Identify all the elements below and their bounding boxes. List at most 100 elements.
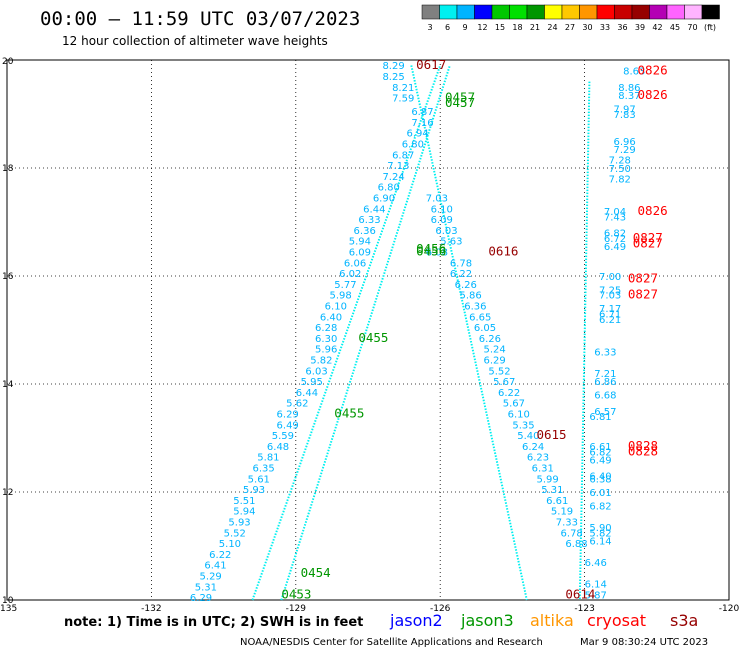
swh-label: 5.61 [248,474,270,485]
swh-label: 6.22 [209,550,231,561]
colorbar-label: 70 [687,23,697,32]
colorbar-label: 3 [427,23,432,32]
swh-label: 6.38 [589,474,611,485]
pass-time-label: 0616 [488,243,518,258]
colorbar-swatch [491,4,510,20]
swh-label: 6.08 [426,247,448,258]
pass-time-labels: 0617045704570826082608260827082708270827… [281,57,667,601]
swh-label: 6.44 [363,204,385,215]
colorbar-swatch [474,4,493,20]
swh-label: 5.62 [286,399,308,410]
pass-time-label: 0455 [334,405,364,420]
swh-label: 7.33 [556,517,578,528]
colorbar-swatch [579,4,598,20]
swh-label: 5.82 [589,528,611,539]
swh-label: 5.94 [349,237,371,248]
colorbar-swatch [684,4,703,20]
swh-label: 6.10 [431,204,453,215]
swh-label: 5.52 [488,366,510,377]
swh-label: 7.21 [594,369,616,380]
pass-time-label: 0457 [445,95,475,110]
swh-label: 6.35 [252,463,274,474]
footer-note: note: 1) Time is in UTC; 2) SWH is in fe… [64,615,363,630]
swh-label: 5.31 [195,582,217,593]
colorbar-label: 45 [670,23,680,32]
swh-label: 6.72 [604,234,626,245]
swh-labels: 8.298.258.217.596.877.166.946.806.877.13… [190,61,645,604]
colorbar-swatch [631,4,650,20]
grid [7,60,729,600]
swh-label: 6.36 [464,301,486,312]
satellite-legend: jason2 jason3 altika cryosat s3a [389,611,698,630]
swh-label: 6.01 [589,488,611,499]
swh-label: 6.10 [325,301,347,312]
pass-time-label: 0827 [633,230,663,245]
swh-label: 6.44 [296,388,318,399]
swh-label: 8.86 [618,83,640,94]
swh-label: 6.68 [594,391,616,402]
swh-label: 5.24 [484,345,506,356]
swh-label: 5.90 [589,523,611,534]
y-tick-label: 14 [2,380,14,390]
colorbar-swatch [509,4,528,20]
swh-label: 5.93 [243,485,265,496]
swh-label: 6.14 [585,580,607,591]
swh-label: 6.61 [589,442,611,453]
legend-s3a: s3a [670,611,698,630]
swh-label: 6.40 [589,472,611,483]
colorbar-label: 33 [600,23,610,32]
swh-label: 8.29 [382,61,404,72]
swh-label: 6.22 [498,388,520,399]
swh-label: 7.82 [609,175,631,186]
swh-label: 7.25 [599,285,621,296]
swh-label: 6.29 [484,355,506,366]
swh-label: 5.82 [310,355,332,366]
swh-label: 6.09 [349,247,371,258]
swh-label: 6.41 [204,561,226,572]
legend-jason2: jason2 [389,611,443,630]
swh-label: 6.23 [527,453,549,464]
colorbar-label: 36 [617,23,627,32]
swh-label: 6.21 [599,315,621,326]
swh-label: 6.81 [589,412,611,423]
x-tick-label: -135 [0,604,17,614]
x-tick-label: -120 [719,604,740,614]
swh-label: 6.78 [450,258,472,269]
swh-label: 6.33 [358,215,380,226]
swh-label: 6.26 [455,280,477,291]
track-line [410,65,528,601]
footer-timestamp: Mar 9 08:30:24 UTC 2023 [580,637,708,648]
colorbar-swatch [701,4,720,20]
swh-label: 5.31 [541,485,563,496]
swh-label: 6.31 [532,463,554,474]
colorbar-label: 15 [495,23,505,32]
swh-label: 6.36 [354,226,376,237]
swh-label: 5.67 [493,377,515,388]
y-tick-label: 20 [2,57,14,67]
colorbar-swatch [421,4,440,20]
swh-label: 6.48 [267,442,289,453]
pass-time-label: 0827 [628,287,658,302]
colorbar-label: (ft) [704,23,716,32]
pass-time-label: 0457 [445,90,475,105]
swh-label: 7.04 [604,207,626,218]
swh-label: 5.86 [459,291,481,302]
pass-time-label: 0615 [536,427,566,442]
swh-label: 6.88 [565,539,587,550]
colorbar-swatch [561,4,580,20]
swh-label: 6.65 [469,312,491,323]
swh-label: 8.21 [392,83,414,94]
swh-label: 5.35 [512,420,534,431]
pass-time-label: 0456 [416,243,446,258]
y-tick-label: 12 [2,488,13,498]
swh-label: 6.86 [594,377,616,388]
swh-label: 6.29 [190,593,212,604]
swh-label: 6.03 [305,366,327,377]
swh-label: 5.52 [224,528,246,539]
pass-time-label: 0454 [301,565,331,580]
swh-label: 6.33 [594,347,616,358]
pass-time-label: 0614 [565,586,595,601]
swh-label: 5.99 [536,474,558,485]
y-tick-label: 16 [2,272,14,282]
